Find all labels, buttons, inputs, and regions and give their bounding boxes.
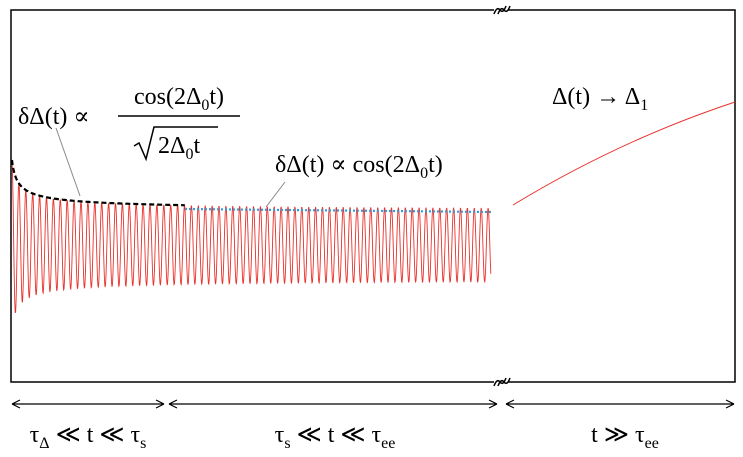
leader-line [265,181,286,208]
constant-label: δΔ(t) ∝ cos(2Δ0t) [275,152,443,182]
text-piece: δΔ(t) ∝ cos(2Δ [275,152,420,178]
subscript: s [284,435,290,452]
subscript: ee [645,435,659,452]
subscript: 1 [640,97,648,114]
text-piece: t ≫ τ [591,422,645,448]
decay-numerator: cos(2Δ0t) [134,84,224,114]
axis-break-top [493,4,511,16]
late-label: Δ(t) → Δ1 [552,84,648,114]
text-piece: δΔ(t) ∝ [18,104,90,130]
text-piece: τ [275,422,285,448]
oscillation [11,159,492,313]
subscript: s [140,435,146,452]
text-piece: t) [209,84,224,110]
leader-line [55,127,81,197]
region-label: τs ≪ t ≪ τee [275,422,396,452]
text-piece: Δ(t) → Δ [552,84,640,110]
decay-lhs: δΔ(t) ∝ [18,104,90,130]
late-curve [512,101,736,206]
region-arrows [11,399,735,409]
text-piece: 2Δ [158,133,185,159]
axis-break-bottom [493,376,511,388]
radical [133,126,218,162]
decay-denominator: 2Δ0t [158,133,200,163]
text-piece: ≪ t ≪ τ [291,422,382,448]
constant-envelope [184,207,492,214]
frame [10,9,736,383]
text-piece: τ [30,422,40,448]
text-piece: t [193,133,200,159]
region-label: t ≫ τee [591,422,659,452]
subscript: Δ [39,435,49,452]
region-label: τΔ ≪ t ≪ τs [30,422,147,452]
text-piece: ≪ t ≪ τ [50,422,141,448]
subscript: 0 [185,146,193,163]
subscript: 0 [201,97,209,114]
decay-envelope [10,159,185,207]
text-piece: t) [428,152,443,178]
subscript: 0 [420,165,428,182]
text-piece: cos(2Δ [134,84,201,110]
subscript: ee [381,435,395,452]
